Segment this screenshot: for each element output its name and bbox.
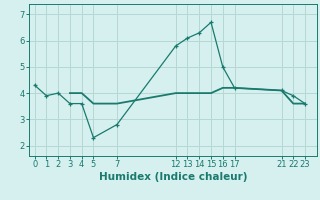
X-axis label: Humidex (Indice chaleur): Humidex (Indice chaleur) — [99, 172, 247, 182]
